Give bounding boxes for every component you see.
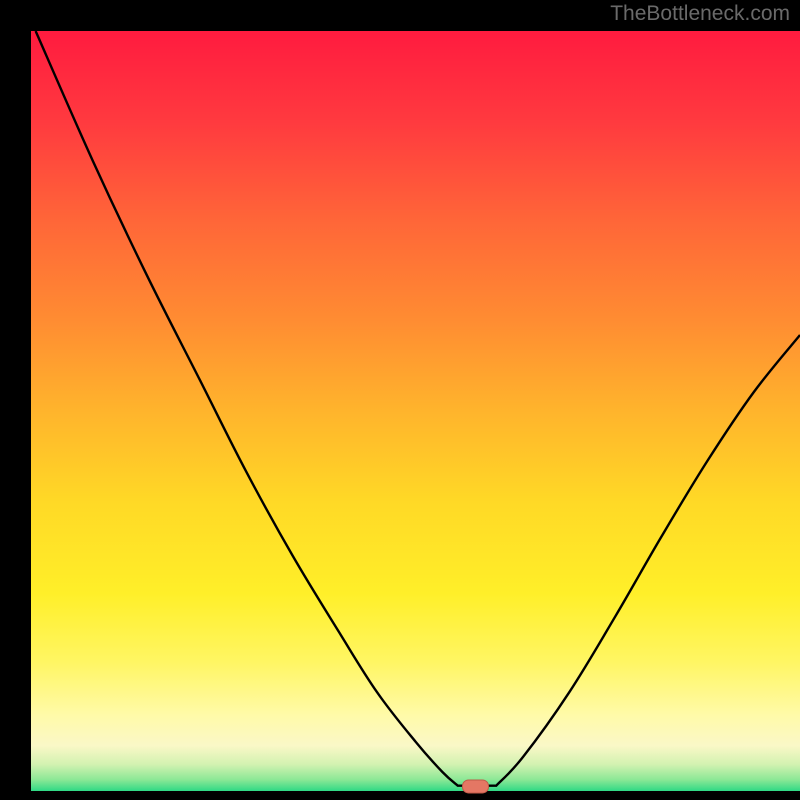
watermark-label: TheBottleneck.com <box>610 2 790 26</box>
plot-background <box>31 31 800 791</box>
optimal-marker <box>462 780 488 793</box>
chart-svg <box>0 0 800 800</box>
watermark-text: TheBottleneck.com <box>610 2 790 25</box>
bottleneck-chart: TheBottleneck.com <box>0 0 800 800</box>
